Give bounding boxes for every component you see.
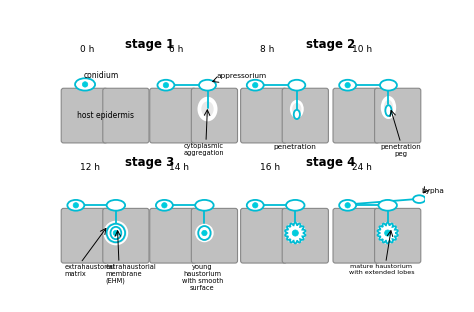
Text: 12 h: 12 h — [81, 163, 100, 172]
Ellipse shape — [162, 202, 167, 208]
Text: 24 h: 24 h — [352, 163, 372, 172]
Ellipse shape — [288, 80, 305, 90]
Ellipse shape — [377, 222, 399, 244]
Ellipse shape — [292, 230, 298, 236]
Ellipse shape — [82, 82, 88, 87]
Ellipse shape — [157, 80, 174, 90]
Ellipse shape — [105, 222, 127, 244]
Text: stage 3: stage 3 — [125, 156, 174, 169]
Ellipse shape — [253, 202, 258, 208]
Text: 8 h: 8 h — [260, 45, 274, 54]
Text: hypha: hypha — [421, 188, 445, 194]
Ellipse shape — [380, 80, 397, 90]
Ellipse shape — [253, 82, 258, 88]
Ellipse shape — [107, 200, 125, 211]
Text: penetration: penetration — [273, 144, 317, 150]
FancyBboxPatch shape — [61, 208, 108, 263]
Ellipse shape — [113, 230, 118, 236]
FancyBboxPatch shape — [333, 88, 379, 143]
FancyBboxPatch shape — [150, 208, 196, 263]
Ellipse shape — [73, 202, 79, 208]
Ellipse shape — [107, 224, 125, 242]
FancyBboxPatch shape — [191, 208, 237, 263]
FancyBboxPatch shape — [374, 208, 421, 263]
Ellipse shape — [197, 225, 212, 241]
Ellipse shape — [286, 224, 304, 242]
Text: cytoplasmic
aggregation: cytoplasmic aggregation — [183, 143, 224, 156]
Text: conidium: conidium — [83, 71, 119, 80]
Ellipse shape — [67, 200, 84, 211]
Ellipse shape — [384, 230, 391, 236]
Ellipse shape — [381, 96, 396, 119]
FancyBboxPatch shape — [374, 88, 421, 143]
Ellipse shape — [384, 100, 393, 115]
Ellipse shape — [75, 78, 95, 90]
Ellipse shape — [294, 110, 300, 119]
Ellipse shape — [284, 222, 306, 244]
Text: mature haustorium
with extended lobes: mature haustorium with extended lobes — [349, 264, 414, 275]
Ellipse shape — [286, 200, 304, 211]
Text: stage 1: stage 1 — [125, 38, 174, 51]
FancyBboxPatch shape — [241, 88, 287, 143]
Text: extrahaustorial
membrane
(EHM): extrahaustorial membrane (EHM) — [106, 264, 156, 284]
Ellipse shape — [198, 226, 210, 240]
Ellipse shape — [156, 200, 173, 211]
FancyBboxPatch shape — [103, 88, 149, 143]
Text: 14 h: 14 h — [169, 163, 189, 172]
Ellipse shape — [339, 200, 356, 211]
Text: extrahaustorial
matrix: extrahaustorial matrix — [64, 264, 115, 277]
Ellipse shape — [345, 202, 350, 208]
Text: 10 h: 10 h — [352, 45, 373, 54]
Ellipse shape — [292, 103, 301, 115]
Ellipse shape — [339, 80, 356, 90]
Text: penetration
peg: penetration peg — [381, 144, 421, 157]
Text: host epidermis: host epidermis — [77, 111, 134, 120]
Text: 0 h: 0 h — [81, 45, 95, 54]
Ellipse shape — [195, 224, 214, 242]
FancyBboxPatch shape — [150, 88, 196, 143]
FancyBboxPatch shape — [282, 88, 328, 143]
Polygon shape — [285, 223, 305, 243]
FancyBboxPatch shape — [282, 208, 328, 263]
Ellipse shape — [202, 230, 207, 236]
Ellipse shape — [378, 200, 397, 211]
Text: appressorium: appressorium — [217, 73, 267, 79]
Text: 16 h: 16 h — [260, 163, 280, 172]
Text: young
haustorium
with smooth
surface: young haustorium with smooth surface — [182, 264, 223, 291]
Ellipse shape — [201, 101, 214, 117]
Ellipse shape — [195, 200, 214, 211]
Ellipse shape — [385, 105, 392, 116]
Ellipse shape — [163, 82, 169, 88]
Ellipse shape — [290, 100, 304, 118]
Ellipse shape — [413, 195, 425, 203]
Ellipse shape — [247, 80, 264, 90]
Text: stage 2: stage 2 — [307, 38, 356, 51]
FancyBboxPatch shape — [61, 88, 108, 143]
Text: 6 h: 6 h — [169, 45, 183, 54]
Ellipse shape — [103, 221, 128, 245]
Ellipse shape — [247, 200, 264, 211]
Ellipse shape — [378, 224, 397, 242]
FancyBboxPatch shape — [103, 208, 149, 263]
FancyBboxPatch shape — [241, 208, 287, 263]
Polygon shape — [377, 223, 398, 243]
Ellipse shape — [199, 80, 216, 90]
Text: stage 4: stage 4 — [306, 156, 356, 169]
FancyBboxPatch shape — [333, 208, 379, 263]
Ellipse shape — [110, 227, 121, 239]
Ellipse shape — [345, 82, 350, 88]
Ellipse shape — [198, 97, 218, 121]
FancyBboxPatch shape — [191, 88, 237, 143]
